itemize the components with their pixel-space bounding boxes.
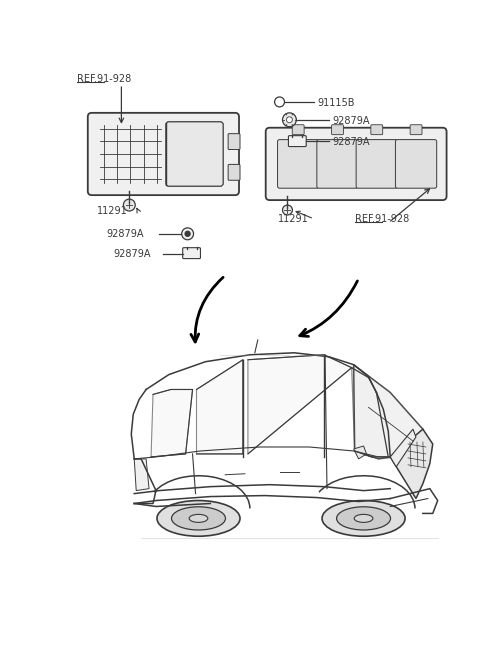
Polygon shape xyxy=(248,355,352,454)
Ellipse shape xyxy=(157,501,240,536)
Circle shape xyxy=(283,113,296,127)
Polygon shape xyxy=(134,459,149,491)
Text: 11291: 11291 xyxy=(277,214,308,224)
FancyBboxPatch shape xyxy=(396,139,437,188)
Text: 91115B: 91115B xyxy=(317,98,355,108)
FancyBboxPatch shape xyxy=(277,139,319,188)
Text: 11291: 11291 xyxy=(96,206,127,216)
Text: 92879A: 92879A xyxy=(332,116,370,125)
Circle shape xyxy=(287,117,292,123)
Polygon shape xyxy=(151,390,192,457)
Polygon shape xyxy=(196,360,243,454)
Circle shape xyxy=(182,228,193,240)
Ellipse shape xyxy=(189,514,208,522)
Polygon shape xyxy=(354,446,367,459)
FancyBboxPatch shape xyxy=(410,125,422,135)
Circle shape xyxy=(283,205,292,215)
Text: 92879A: 92879A xyxy=(113,249,151,259)
FancyBboxPatch shape xyxy=(183,248,201,259)
Circle shape xyxy=(275,97,285,107)
FancyBboxPatch shape xyxy=(228,133,240,150)
FancyBboxPatch shape xyxy=(266,127,446,200)
Ellipse shape xyxy=(336,507,391,530)
FancyBboxPatch shape xyxy=(371,125,383,135)
FancyBboxPatch shape xyxy=(356,139,397,188)
Circle shape xyxy=(185,231,190,237)
FancyBboxPatch shape xyxy=(166,122,223,186)
Text: REF.91-928: REF.91-928 xyxy=(355,214,409,224)
Ellipse shape xyxy=(354,514,373,522)
FancyBboxPatch shape xyxy=(288,135,306,147)
Ellipse shape xyxy=(322,501,405,536)
Polygon shape xyxy=(390,429,416,467)
Text: 92879A: 92879A xyxy=(107,229,144,239)
Circle shape xyxy=(123,199,135,211)
FancyBboxPatch shape xyxy=(228,164,240,180)
FancyBboxPatch shape xyxy=(292,125,304,135)
Polygon shape xyxy=(352,368,388,457)
Text: REF.91-928: REF.91-928 xyxy=(77,74,131,84)
FancyBboxPatch shape xyxy=(317,139,358,188)
Ellipse shape xyxy=(171,507,226,530)
Polygon shape xyxy=(354,365,423,459)
Text: 92879A: 92879A xyxy=(332,137,370,147)
Polygon shape xyxy=(390,429,433,499)
FancyBboxPatch shape xyxy=(88,113,239,195)
FancyBboxPatch shape xyxy=(332,125,343,135)
